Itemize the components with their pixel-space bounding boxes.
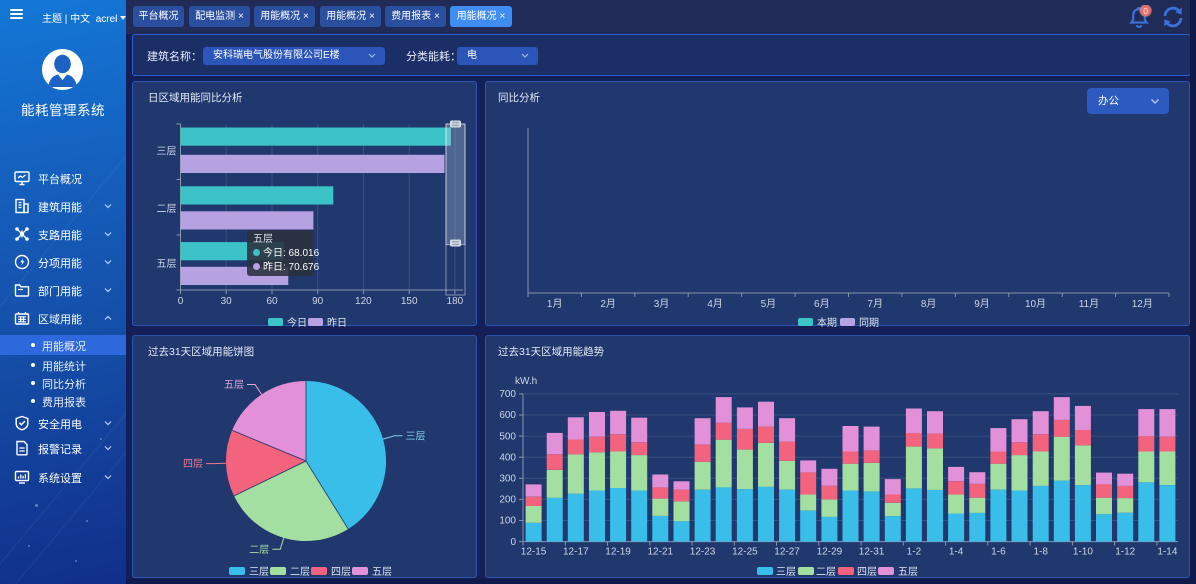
svg-text:12-21: 12-21 [648, 547, 674, 558]
svg-text:1-8: 1-8 [1033, 547, 1048, 558]
svg-text:600: 600 [499, 410, 516, 421]
svg-text:200: 200 [499, 495, 516, 506]
svg-text:12-25: 12-25 [732, 547, 758, 558]
svg-text:五层: 五层 [898, 566, 918, 578]
svg-text:0: 0 [178, 296, 184, 307]
svg-text:1-10: 1-10 [1073, 547, 1093, 558]
svg-text:12-17: 12-17 [563, 547, 589, 558]
svg-text:7月: 7月 [867, 298, 883, 310]
svg-text:60: 60 [266, 296, 278, 307]
svg-text:四层: 四层 [183, 458, 203, 470]
svg-text:1月: 1月 [547, 298, 563, 310]
svg-text:今日: 今日 [287, 316, 307, 327]
svg-text:8月: 8月 [921, 298, 937, 310]
svg-text:3月: 3月 [654, 298, 670, 310]
svg-text:5月: 5月 [761, 298, 777, 310]
svg-text:12-19: 12-19 [605, 547, 631, 558]
svg-text:12月: 12月 [1132, 298, 1153, 310]
svg-text:4月: 4月 [707, 298, 723, 310]
svg-text:700: 700 [499, 389, 516, 400]
svg-text:100: 100 [499, 516, 516, 527]
svg-text:昨日: 昨日 [327, 317, 347, 327]
svg-text:1-2: 1-2 [907, 547, 922, 558]
svg-text:500: 500 [499, 431, 516, 442]
svg-text:12-29: 12-29 [817, 547, 843, 558]
svg-text:二层: 二层 [816, 566, 836, 578]
svg-text:三层: 三层 [776, 566, 796, 578]
svg-text:90: 90 [312, 296, 324, 307]
svg-text:11月: 11月 [1079, 298, 1099, 310]
svg-text:1-14: 1-14 [1157, 547, 1177, 558]
svg-text:四层: 四层 [331, 566, 351, 578]
svg-text:1-4: 1-4 [949, 547, 964, 558]
svg-text:120: 120 [355, 296, 372, 307]
svg-text:2月: 2月 [600, 298, 616, 310]
svg-text:二层: 二层 [249, 544, 269, 556]
svg-text:30: 30 [221, 296, 233, 307]
svg-text:12-31: 12-31 [859, 547, 885, 558]
svg-text:二层: 二层 [157, 203, 177, 215]
svg-text:1-12: 1-12 [1115, 547, 1135, 558]
svg-text:五层: 五层 [157, 258, 177, 270]
svg-text:1-6: 1-6 [991, 547, 1006, 558]
svg-text:三层: 三层 [157, 146, 177, 158]
svg-text:0: 0 [510, 537, 516, 548]
svg-text:10月: 10月 [1025, 298, 1046, 310]
svg-text:本期: 本期 [817, 316, 837, 327]
svg-text:180: 180 [447, 296, 464, 307]
svg-text:9月: 9月 [974, 298, 990, 310]
svg-text:0: 0 [1143, 6, 1148, 16]
svg-text:三层: 三层 [249, 566, 269, 578]
svg-text:五层: 五层 [372, 566, 392, 578]
svg-text:二层: 二层 [290, 566, 310, 578]
svg-text:150: 150 [401, 296, 418, 307]
svg-text:12-23: 12-23 [690, 547, 716, 558]
svg-text:400: 400 [499, 452, 516, 463]
svg-text:300: 300 [499, 474, 516, 485]
svg-text:五层: 五层 [224, 379, 244, 391]
svg-text:12-27: 12-27 [774, 547, 800, 558]
svg-text:四层: 四层 [857, 566, 877, 578]
svg-text:同期: 同期 [859, 317, 879, 327]
svg-text:kW.h: kW.h [515, 376, 537, 387]
svg-text:12-15: 12-15 [521, 547, 547, 558]
svg-text:三层: 三层 [406, 430, 426, 442]
svg-text:6月: 6月 [814, 298, 830, 310]
